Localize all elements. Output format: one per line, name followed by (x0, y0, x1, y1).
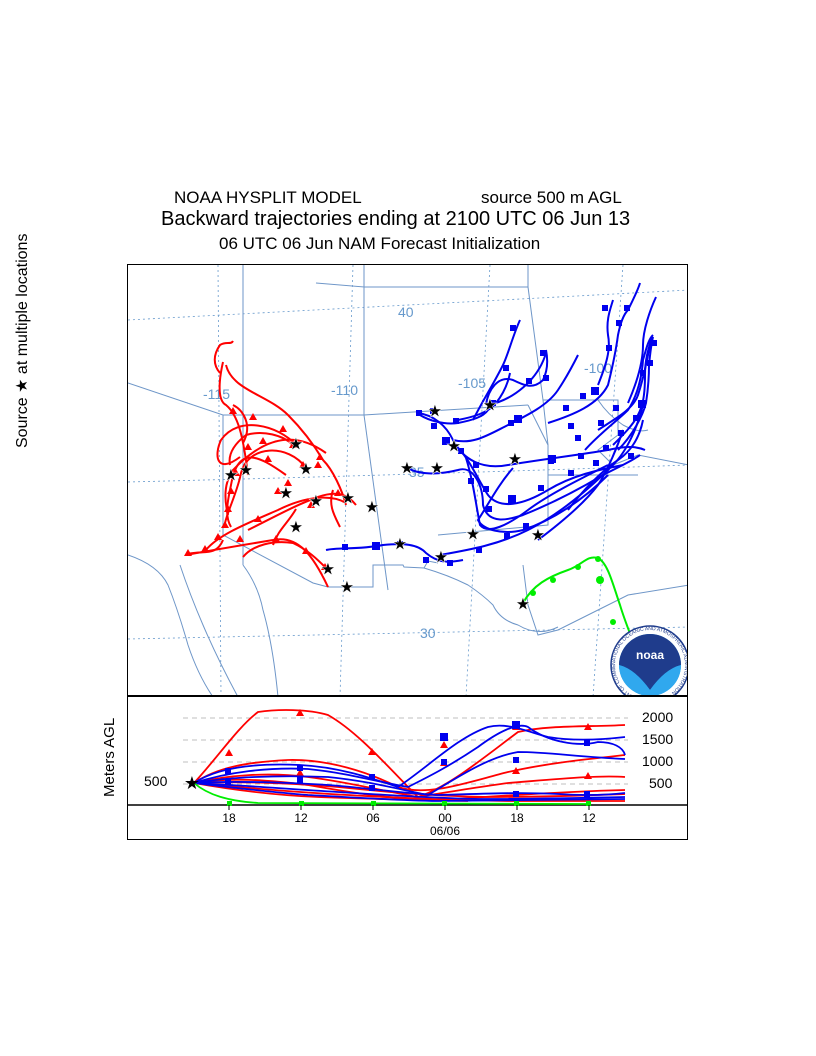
source-stars: ★ ★ ★ ★ ★ ★ ★ ★ ★ ★ ★ ★ ★ ★ ★ ★ ★ ★ ★ ★ … (223, 395, 547, 615)
time-tick-labels: 18 12 06 00 18 12 06/06 (222, 811, 596, 838)
blue-markers (342, 305, 657, 566)
source-star-icon: ★ (446, 436, 462, 456)
level-1500: 1500 (642, 731, 673, 747)
source-star-icon: ★ (288, 434, 304, 454)
time-tick-marks (228, 805, 590, 810)
noaa-logo-text: noaa (636, 648, 664, 662)
meters-agl-label: Meters AGL (101, 717, 118, 797)
source-locations-label: Source ★ at multiple locations (14, 233, 31, 448)
graticule (128, 265, 687, 695)
blue-height-markers (225, 721, 590, 797)
blue-height-traces (193, 724, 626, 802)
source-star-icon: ★ (433, 547, 449, 567)
model-title: NOAA HYSPLIT MODEL (174, 188, 362, 207)
source-star-icon: ★ (507, 449, 523, 469)
source-star-icon: ★ (308, 491, 324, 511)
height-canvas: 2000 1500 1000 500 (128, 709, 687, 838)
lon-label-105: -105 (458, 375, 486, 391)
red-markers (184, 407, 342, 570)
tick-18b: 18 (510, 811, 524, 825)
level-2000: 2000 (642, 709, 673, 725)
source-star-icon: ★ (392, 534, 408, 554)
red-trajectories (185, 340, 357, 588)
level-1000: 1000 (642, 753, 673, 769)
source-star-icon: ★ (429, 458, 445, 478)
source-star-icon: ★ (364, 497, 380, 517)
green-height-trace (193, 782, 591, 806)
source-star-icon: ★ (515, 594, 531, 614)
tick-12b: 12 (582, 811, 596, 825)
lat-label-40: 40 (398, 304, 414, 320)
source-height: source 500 m AGL (481, 188, 622, 207)
source-star-icon: ★ (339, 577, 355, 597)
source-star-icon: ★ (530, 525, 546, 545)
date-label: 06/06 (430, 824, 460, 838)
source-star-icon: ★ (482, 395, 498, 415)
map-canvas: 40 35 30 -115 -110 -105 -100 (128, 265, 687, 695)
forecast-subtitle: 06 UTC 06 Jun NAM Forecast Initializatio… (219, 234, 541, 253)
lon-label-110: -110 (331, 382, 358, 398)
source-star-icon: ★ (298, 459, 314, 479)
trajectory-map: 40 35 30 -115 -110 -105 -100 (127, 264, 688, 696)
level-500: 500 (649, 775, 673, 791)
source-star-icon: ★ (223, 465, 239, 485)
start-level-label: 500 (144, 773, 168, 789)
lon-label-100: -100 (584, 360, 612, 376)
source-star-icon: ★ (427, 401, 443, 421)
height-profile: 2000 1500 1000 500 (127, 696, 688, 840)
tick-06: 06 (366, 811, 380, 825)
tick-00: 00 (438, 811, 452, 825)
lat-label-30: 30 (420, 625, 436, 641)
source-star-icon: ★ (399, 458, 415, 478)
source-star-icon: ★ (278, 483, 294, 503)
source-star-icon: ★ (320, 559, 336, 579)
source-star-icon: ★ (340, 488, 356, 508)
green-trajectory (522, 556, 639, 656)
noaa-logo: noaa NATIONAL OCEANIC AND ATMOSPHERIC AD… (610, 625, 687, 695)
source-star-icon: ★ (465, 524, 481, 544)
start-star-icon: ★ (184, 773, 200, 793)
level-labels: 2000 1500 1000 500 (642, 709, 673, 791)
state-borders (128, 265, 687, 695)
lon-label-115: -115 (203, 386, 230, 402)
tick-18a: 18 (222, 811, 236, 825)
blue-trajectories (325, 282, 657, 563)
tick-12a: 12 (294, 811, 308, 825)
source-star-icon: ★ (288, 517, 304, 537)
source-star-icon: ★ (238, 460, 254, 480)
trajectory-title: Backward trajectories ending at 2100 UTC… (161, 208, 631, 230)
